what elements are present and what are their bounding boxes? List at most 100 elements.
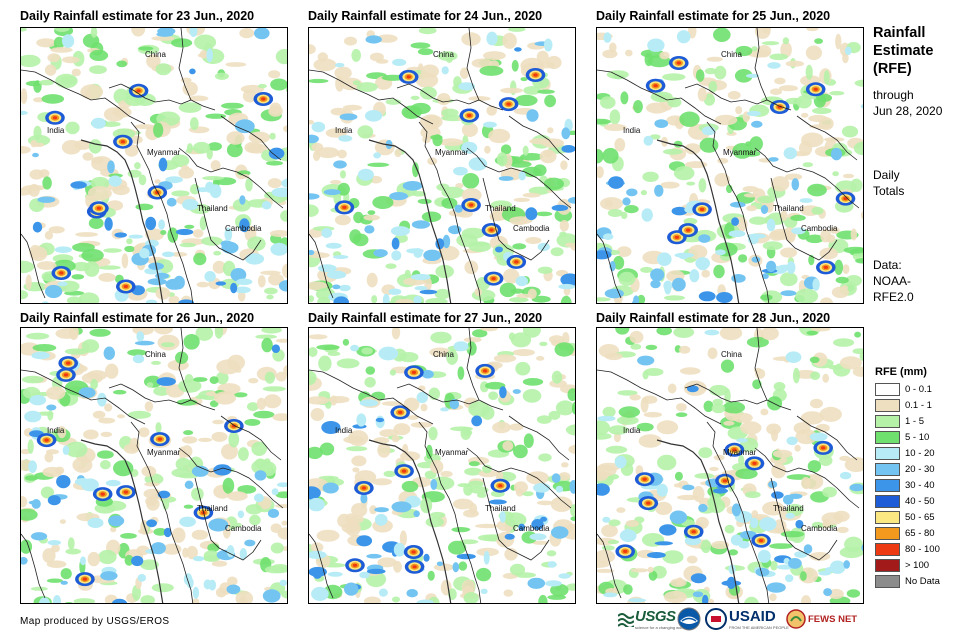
- rain-cell: [134, 340, 155, 346]
- rain-cell: [47, 410, 54, 421]
- rain-cell: [266, 294, 274, 300]
- rain-cell: [395, 298, 414, 303]
- rain-cell: [21, 54, 41, 68]
- rain-cell: [713, 28, 731, 42]
- rain-cell: [747, 233, 766, 239]
- rain-cell: [379, 429, 399, 438]
- rain-cell: [334, 66, 352, 80]
- rain-cell-intense: [491, 277, 496, 281]
- country-border: [597, 69, 722, 125]
- rain-cell: [245, 178, 253, 192]
- rain-cell: [676, 577, 684, 586]
- rain-cell: [91, 117, 106, 129]
- rain-cell: [145, 228, 164, 241]
- coastline: [80, 439, 164, 603]
- rain-cell-intense: [100, 492, 105, 496]
- rain-cell: [264, 565, 286, 574]
- rain-cell: [254, 470, 267, 481]
- panel-title-27: Daily Rainfall estimate for 27 Jun., 202…: [308, 311, 543, 325]
- rain-cell: [30, 139, 38, 148]
- rain-cell: [559, 220, 569, 232]
- rain-cell: [655, 501, 673, 515]
- rain-cell: [558, 283, 575, 290]
- rain-cell: [21, 496, 28, 508]
- rain-cell: [536, 356, 545, 361]
- rain-cell: [221, 443, 238, 460]
- rain-cell: [839, 471, 852, 480]
- usaid-tagline: FROM THE AMERICAN PEOPLE: [729, 625, 789, 630]
- rain-cell: [418, 28, 437, 35]
- rain-cell: [193, 377, 208, 382]
- rain-cell: [135, 203, 154, 211]
- rain-cell-intense: [401, 469, 407, 473]
- rain-cell-intense: [63, 373, 69, 377]
- rain-cell: [780, 290, 797, 297]
- rain-cell-intense: [59, 271, 64, 275]
- rain-cell: [630, 568, 649, 573]
- rain-cell: [42, 548, 56, 564]
- rain-cell: [21, 146, 31, 154]
- rain-cell: [369, 505, 377, 515]
- legend-title: RFE (mm): [875, 366, 927, 378]
- rain-cell: [256, 397, 267, 410]
- legend-swatch: [875, 494, 900, 508]
- rain-cell: [364, 225, 375, 234]
- rain-cell: [570, 504, 575, 517]
- rain-cell: [850, 228, 857, 241]
- rain-cell: [268, 273, 284, 286]
- rain-cell: [469, 486, 489, 494]
- rain-cell-intense: [752, 461, 757, 465]
- rain-cell: [510, 332, 532, 348]
- rain-cell: [309, 446, 323, 460]
- rain-cell: [92, 410, 106, 419]
- rain-cell: [695, 69, 705, 82]
- rain-cell: [536, 500, 554, 506]
- rain-cell: [56, 475, 71, 489]
- rain-cell: [783, 147, 797, 160]
- rain-cell: [512, 243, 527, 250]
- rain-cell: [760, 294, 773, 301]
- rain-cell: [215, 587, 227, 598]
- rain-cell: [814, 38, 823, 44]
- rain-cell: [504, 548, 518, 561]
- rain-cell: [428, 426, 438, 441]
- rain-cell: [811, 206, 824, 215]
- legend-swatch: [875, 446, 900, 460]
- rain-cell: [808, 114, 828, 123]
- country-border: [796, 415, 858, 461]
- rain-cell: [195, 394, 209, 400]
- rain-cell: [271, 344, 280, 353]
- rain-cell: [278, 280, 287, 292]
- rain-cell: [261, 328, 282, 334]
- rain-cell: [351, 455, 367, 467]
- rain-cell: [87, 370, 107, 381]
- rain-cell: [364, 110, 383, 122]
- rain-cell: [410, 273, 431, 281]
- country-border: [21, 369, 146, 425]
- rain-cell: [709, 384, 729, 396]
- rain-cell: [146, 497, 160, 511]
- rain-cell: [281, 520, 287, 526]
- rain-cell: [458, 561, 468, 571]
- rain-cell: [631, 299, 639, 303]
- label-cambodia: Cambodia: [801, 224, 838, 233]
- rain-cell: [156, 31, 174, 37]
- rain-cell: [46, 560, 67, 568]
- rain-cell: [855, 258, 863, 264]
- rain-cell: [476, 567, 492, 582]
- rain-cell: [335, 62, 345, 68]
- rain-cell: [427, 570, 435, 581]
- rain-cell: [734, 69, 753, 83]
- title-line: Estimate: [873, 43, 934, 59]
- rain-cell: [525, 207, 538, 221]
- label-myanmar: Myanmar: [147, 148, 181, 157]
- rain-cell: [175, 351, 189, 364]
- rain-cell: [309, 334, 328, 340]
- rainfall-map-23: China India Myanmar Thailand Cambodia: [20, 27, 288, 304]
- rain-cell: [417, 48, 434, 56]
- rain-cell: [642, 395, 658, 404]
- rain-cell: [780, 41, 792, 58]
- rain-cell: [275, 491, 287, 499]
- rain-cell: [762, 501, 785, 516]
- rain-cell: [432, 134, 443, 147]
